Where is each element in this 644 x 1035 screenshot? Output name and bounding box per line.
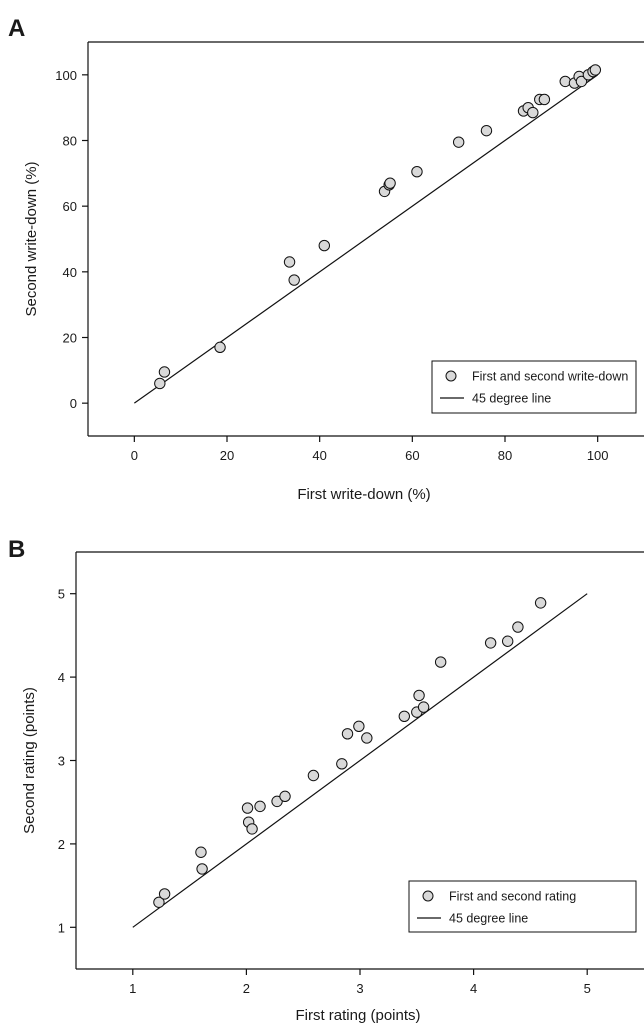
data-point: [195, 846, 207, 858]
panel-a: A 0 20 40 60 80 100 0 20 40 60 80 100 First write-dow…: [8, 15, 644, 503]
data-point: [361, 732, 373, 744]
x-tick-label: 20: [220, 448, 234, 463]
reference-line-45-degree: [133, 74, 599, 404]
legend-marker-points: [422, 890, 434, 902]
x-tick-label: 4: [470, 981, 477, 996]
x-tick-label: 0: [131, 448, 138, 463]
legend-label-line: 45 degree line: [472, 392, 551, 406]
data-point: [318, 239, 330, 252]
data-point: [246, 823, 258, 835]
data-point: [158, 366, 171, 378]
y-tick-label: 5: [58, 587, 65, 602]
data-point: [336, 758, 348, 770]
data-point: [384, 177, 396, 189]
y-tick-label: 3: [58, 754, 65, 769]
x-tick-label: 100: [587, 448, 609, 463]
data-point: [241, 802, 254, 814]
data-point: [307, 769, 320, 782]
panel-b: B 1 2 3 4 5 1 2 3 4 5 First rating (points) Second r…: [8, 536, 644, 1024]
legend-box: [431, 360, 637, 414]
x-tick-label: 80: [498, 448, 512, 463]
x-tick-label: 2: [243, 981, 250, 996]
data-point: [353, 720, 365, 733]
x-tick-label: 3: [356, 981, 363, 996]
data-point: [196, 863, 208, 875]
data-point: [501, 635, 514, 647]
data-point: [480, 124, 493, 137]
legend-label-points: First and second rating: [449, 890, 576, 904]
y-tick-label: 100: [55, 68, 77, 83]
y-axis-title: Second rating (points): [21, 687, 38, 834]
y-tick-label: 60: [63, 199, 77, 214]
data-point: [575, 75, 588, 88]
data-point: [512, 621, 524, 633]
data-point: [411, 165, 423, 178]
panel-letter: A: [8, 15, 25, 42]
reference-line-45-degree: [132, 593, 588, 928]
data-point: [279, 790, 291, 803]
y-tick-label: 40: [63, 265, 77, 280]
y-tick-label: 20: [63, 331, 77, 346]
data-point: [413, 689, 425, 702]
data-point: [271, 795, 283, 808]
panel-letter: B: [8, 536, 25, 563]
x-axis-title: First write-down (%): [297, 486, 430, 503]
data-point: [153, 896, 165, 908]
x-tick-label: 1: [129, 981, 136, 996]
data-point: [154, 377, 166, 390]
y-tick-label: 4: [58, 670, 65, 685]
legend-box: [408, 880, 637, 933]
x-tick-label: 40: [312, 448, 326, 463]
data-point: [538, 93, 551, 106]
y-axis-title: Second write-down (%): [23, 161, 40, 316]
data-point: [527, 106, 539, 119]
data-point: [288, 274, 300, 286]
y-tick-label: 80: [63, 134, 77, 149]
legend-marker-points: [445, 370, 457, 382]
y-tick-label: 1: [58, 920, 65, 935]
data-point: [283, 256, 296, 268]
legend-label-line: 45 degree line: [449, 912, 528, 926]
data-point: [559, 75, 571, 88]
data-point: [341, 728, 354, 740]
x-tick-label: 60: [405, 448, 419, 463]
x-tick-label: 5: [584, 981, 591, 996]
data-point: [484, 637, 497, 649]
x-axis-title: First rating (points): [295, 1007, 420, 1024]
data-point: [158, 888, 171, 900]
y-tick-label: 2: [58, 837, 65, 852]
data-point: [417, 701, 430, 713]
data-point: [589, 64, 602, 76]
data-point: [398, 710, 411, 722]
data-point: [452, 136, 465, 148]
data-point: [434, 656, 447, 668]
y-tick-label: 0: [70, 396, 77, 411]
data-point: [254, 800, 266, 813]
data-point: [534, 597, 547, 609]
legend-label-points: First and second write-down: [472, 370, 628, 384]
data-point: [214, 341, 226, 354]
